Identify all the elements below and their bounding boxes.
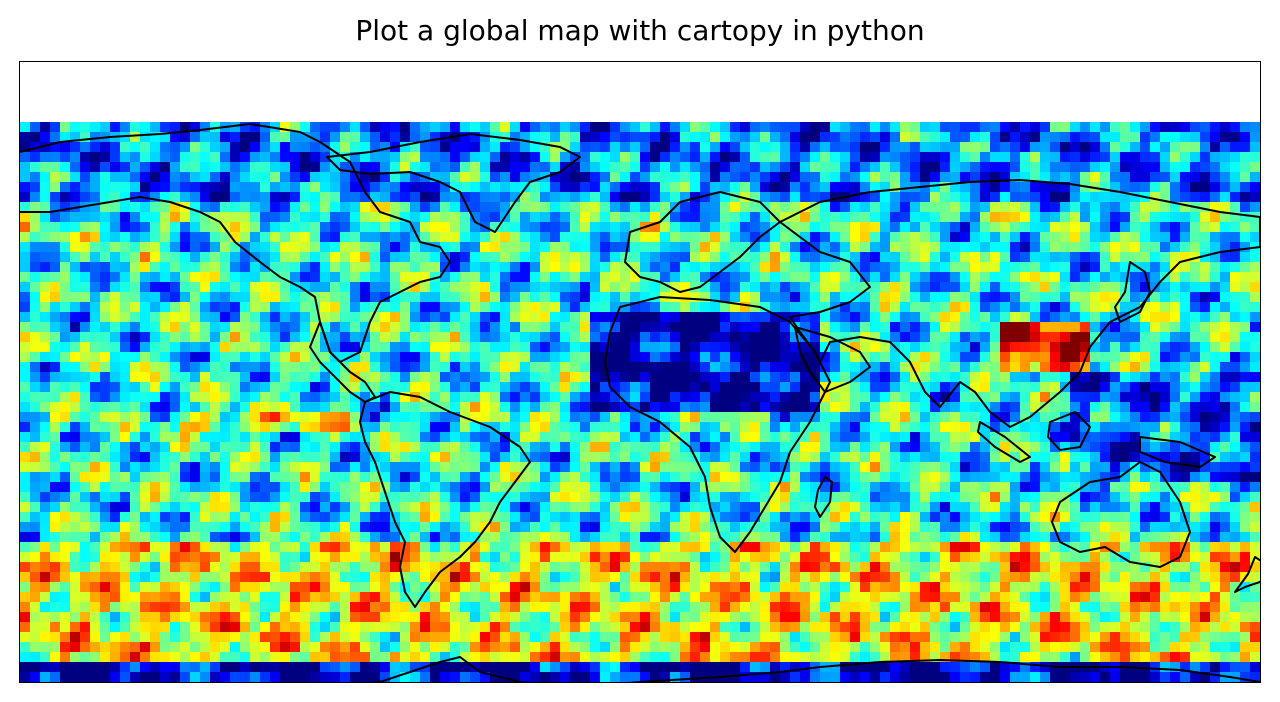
- coastline-borneo: [1047, 411, 1091, 451]
- global-map: [20, 122, 1260, 682]
- coastline-new-guinea: [1139, 436, 1216, 468]
- coastline-australia: [1051, 461, 1191, 568]
- coastline-europe: [624, 191, 781, 293]
- coastline-new-zealand: [1234, 556, 1260, 593]
- coastline-antarctica: [367, 656, 1260, 682]
- coastline-japan: [1114, 261, 1151, 323]
- coastline-sumatra: [977, 421, 1031, 463]
- coastline-arabia: [794, 326, 871, 393]
- chart-title: Plot a global map with cartopy in python: [355, 14, 925, 47]
- map-panel: [20, 62, 1260, 682]
- coastline-asia: [779, 179, 1260, 428]
- heatmap-field: [20, 122, 1260, 682]
- coastline-madagascar: [814, 476, 833, 518]
- coastline-north-america: [20, 123, 451, 363]
- coastline-south-america: [359, 391, 531, 608]
- coastline-greenland: [326, 133, 581, 233]
- coastline-africa: [604, 296, 831, 553]
- coastlines: [20, 123, 1260, 682]
